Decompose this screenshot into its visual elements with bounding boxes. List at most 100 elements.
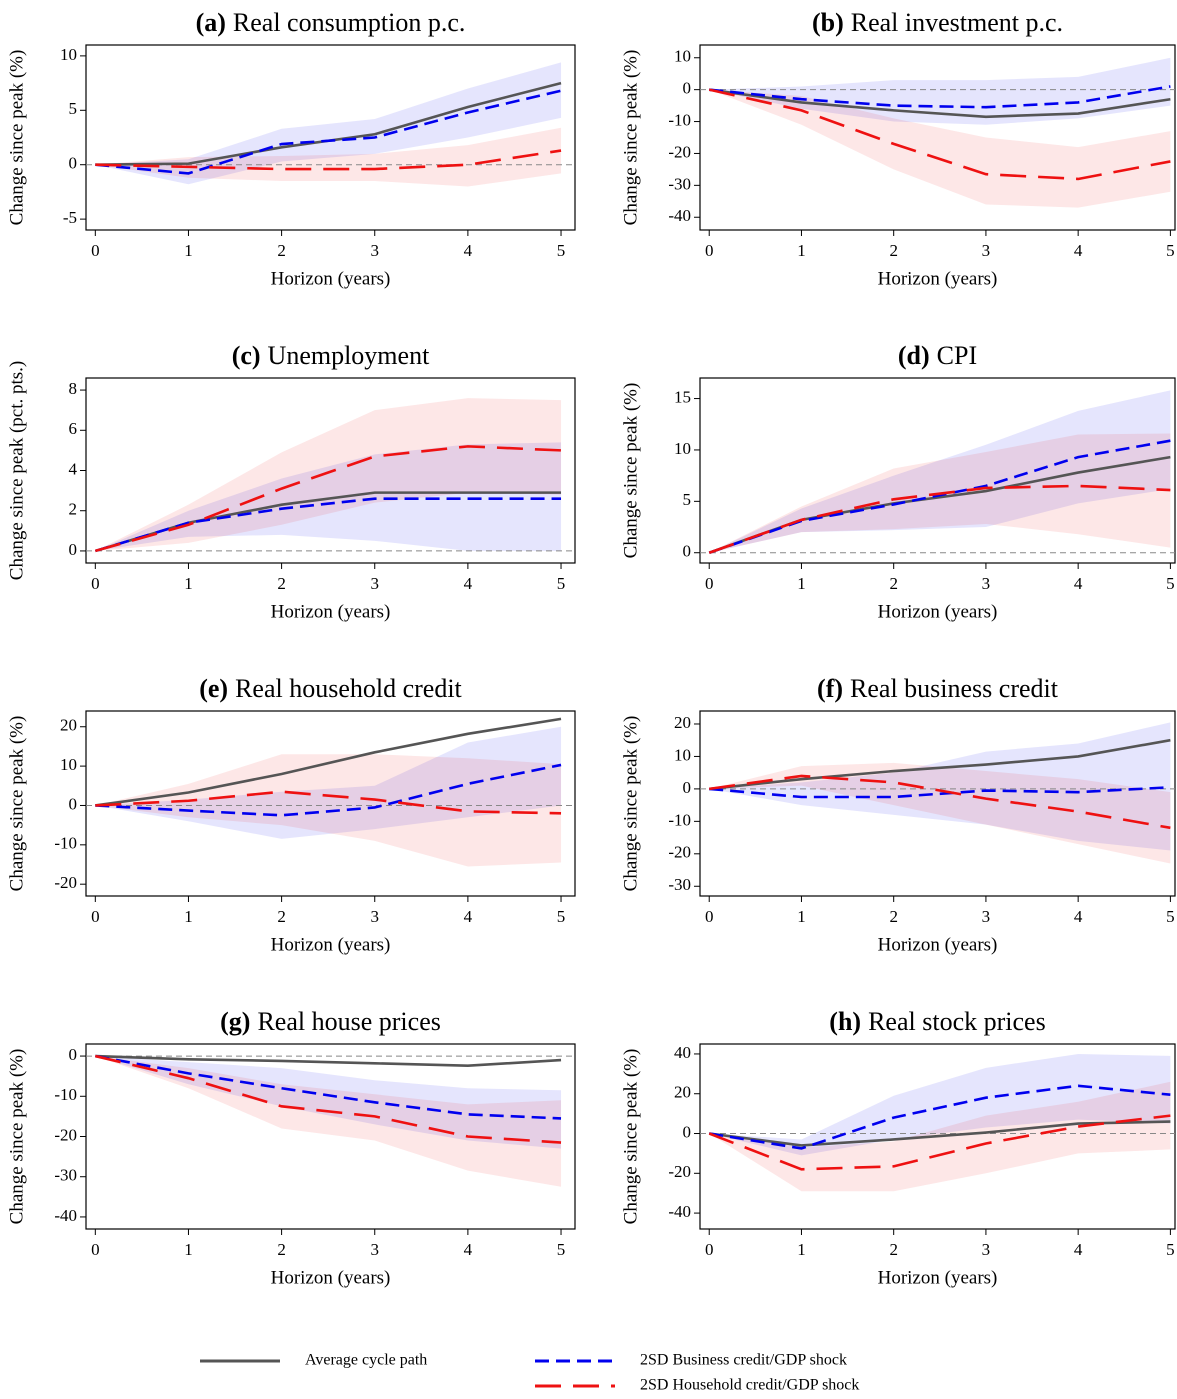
x-axis-label: Horizon (years) <box>271 934 391 955</box>
x-axis-label: Horizon (years) <box>878 1267 998 1288</box>
y-tick-label: 0 <box>69 1045 78 1064</box>
y-tick-label: 40 <box>674 1043 691 1062</box>
x-tick-label: 2 <box>277 1240 286 1259</box>
y-tick-label: 0 <box>683 778 692 797</box>
series-line <box>95 89 562 175</box>
x-tick-label: 1 <box>184 574 193 593</box>
x-axis-label: Horizon (years) <box>271 268 391 289</box>
confidence-band <box>95 127 562 187</box>
y-tick-label: 0 <box>69 540 78 559</box>
title-text: Real business credit <box>850 674 1059 703</box>
y-tick-label: 10 <box>674 745 691 764</box>
plot-frame <box>699 377 1176 564</box>
x-tick-label: 1 <box>797 241 806 260</box>
series-line <box>709 85 1171 109</box>
title-text: Real consumption p.c. <box>233 8 466 37</box>
y-axis-label: Change since peak (%) <box>6 50 27 226</box>
panel-label: (b) <box>812 8 844 37</box>
x-tick-label: 1 <box>797 907 806 926</box>
x-axis-label: Horizon (years) <box>878 268 998 289</box>
y-tick-label: -5 <box>63 208 77 227</box>
x-tick-label: 5 <box>1166 1240 1175 1259</box>
y-tick-label: -20 <box>668 843 691 862</box>
x-tick-label: 0 <box>705 241 714 260</box>
x-tick-label: 5 <box>557 907 566 926</box>
confidence-band <box>709 390 1171 553</box>
x-tick-label: 3 <box>370 241 379 260</box>
y-axis-label: Change since peak (%) <box>620 50 641 226</box>
x-axis-label: Horizon (years) <box>271 601 391 622</box>
series-line <box>709 738 1171 791</box>
series-line <box>95 149 562 171</box>
x-axis-label: Horizon (years) <box>878 601 998 622</box>
chart-title: (f) Real business credit <box>817 674 1059 703</box>
series-line <box>95 717 562 807</box>
x-tick-label: 2 <box>277 241 286 260</box>
legend-label: Average cycle path <box>305 1352 427 1369</box>
y-tick-label: 5 <box>69 99 78 118</box>
x-tick-label: 0 <box>91 907 100 926</box>
panel-label: (f) <box>817 674 843 703</box>
x-tick-label: 3 <box>982 574 991 593</box>
title-text: Real investment p.c. <box>851 8 1063 37</box>
y-tick-label: 10 <box>674 47 691 66</box>
confidence-band <box>709 722 1171 851</box>
confidence-band <box>95 398 562 551</box>
panel-label: (d) <box>898 341 930 370</box>
x-tick-label: 2 <box>889 907 898 926</box>
series-line <box>709 774 1171 830</box>
y-tick-label: 20 <box>60 716 77 735</box>
legend-label: 2SD Household credit/GDP shock <box>640 1377 859 1394</box>
y-tick-label: -20 <box>54 873 77 892</box>
series-line <box>708 439 1171 554</box>
y-tick-label: 0 <box>683 542 692 561</box>
x-tick-label: 4 <box>464 1240 473 1259</box>
x-axis-label: Horizon (years) <box>271 1267 391 1288</box>
y-tick-label: -20 <box>54 1125 77 1144</box>
y-tick-label: -10 <box>668 810 691 829</box>
y-tick-label: -40 <box>668 206 691 225</box>
panel-label: (g) <box>220 1007 250 1036</box>
y-tick-label: 0 <box>683 79 692 98</box>
x-tick-label: 4 <box>464 241 473 260</box>
panel-label: (e) <box>199 674 228 703</box>
x-tick-label: 2 <box>889 1240 898 1259</box>
x-tick-label: 0 <box>91 241 100 260</box>
confidence-band <box>95 1056 562 1187</box>
confidence-band <box>95 62 562 185</box>
y-tick-label: 15 <box>674 387 691 406</box>
y-tick-label: -30 <box>668 174 691 193</box>
confidence-band <box>709 57 1171 125</box>
confidence-band <box>709 762 1171 864</box>
chart-title: (h) Real stock prices <box>829 1007 1045 1036</box>
y-tick-label: 10 <box>60 45 77 64</box>
y-axis-label: Change since peak (%) <box>620 1049 641 1225</box>
x-tick-label: 5 <box>557 241 566 260</box>
plot-frame <box>85 710 576 897</box>
x-tick-label: 4 <box>1074 1240 1083 1259</box>
chart-title: (e) Real household credit <box>199 674 462 703</box>
x-tick-label: 1 <box>184 1240 193 1259</box>
x-tick-label: 4 <box>464 574 473 593</box>
confidence-band <box>95 1056 562 1149</box>
series-line <box>95 1054 562 1144</box>
series-line <box>708 1114 1171 1171</box>
x-tick-label: 3 <box>982 1240 991 1259</box>
x-tick-label: 2 <box>889 574 898 593</box>
x-tick-label: 5 <box>1166 907 1175 926</box>
x-tick-label: 4 <box>1074 241 1083 260</box>
x-tick-label: 2 <box>277 574 286 593</box>
series-line <box>95 790 562 815</box>
series-line <box>708 88 1171 181</box>
y-tick-label: -10 <box>54 1085 77 1104</box>
y-axis-label: Change since peak (%) <box>620 383 641 559</box>
x-tick-label: 0 <box>91 1240 100 1259</box>
x-tick-label: 0 <box>705 1240 714 1259</box>
panel-label: (h) <box>829 1007 861 1036</box>
series-line <box>94 497 562 553</box>
series-line <box>95 1054 562 1068</box>
y-tick-label: 20 <box>674 713 691 732</box>
y-tick-label: -20 <box>668 1162 691 1181</box>
series-line <box>709 785 1171 799</box>
title-text: Real stock prices <box>868 1007 1046 1036</box>
